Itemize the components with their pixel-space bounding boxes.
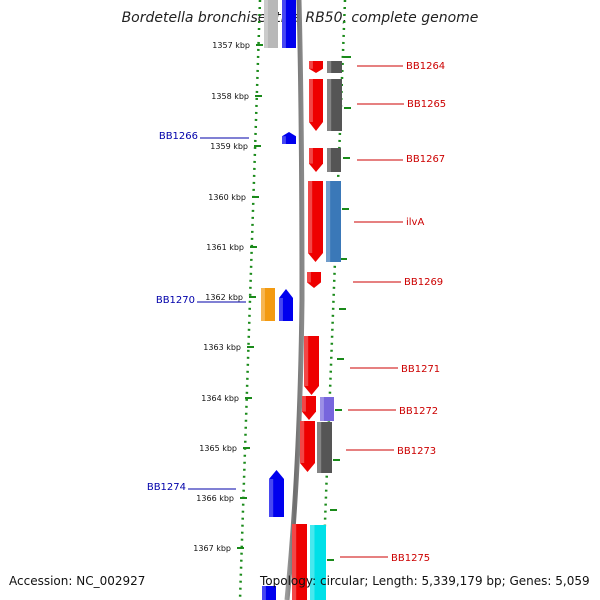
gene-arrow[interactable] xyxy=(326,181,341,262)
gene-arrow[interactable] xyxy=(309,61,323,73)
gene-arrow[interactable] xyxy=(307,272,321,288)
tick-label: 1361 kbp xyxy=(206,243,244,252)
accession-text: Accession: NC_002927 xyxy=(9,574,146,588)
gene-label[interactable]: BB1264 xyxy=(406,61,445,72)
tick-label: 1360 kbp xyxy=(208,193,246,202)
gene-label[interactable]: BB1267 xyxy=(406,154,445,165)
gene-arrow[interactable] xyxy=(282,0,296,48)
gene-arrow[interactable] xyxy=(317,422,332,473)
gene-arrow[interactable] xyxy=(327,61,342,73)
gene-arrow[interactable] xyxy=(327,79,342,131)
gene-label[interactable]: BB1275 xyxy=(391,553,430,564)
gene-arrow[interactable] xyxy=(262,586,276,600)
gene-arrow[interactable] xyxy=(302,396,316,420)
gene-arrow[interactable] xyxy=(308,181,323,262)
gene-arrow[interactable] xyxy=(264,0,278,48)
tick-label: 1364 kbp xyxy=(201,394,239,403)
tick-label: 1358 kbp xyxy=(211,92,249,101)
gene-label[interactable]: BB1271 xyxy=(401,364,440,375)
gene-arrow[interactable] xyxy=(282,132,296,144)
gene-label[interactable]: BB1272 xyxy=(399,406,438,417)
topology-text: Topology: circular; Length: 5,339,179 bp… xyxy=(260,574,590,588)
gene-labels: BB1264 BB1265 BB1267 ilvA BB1269 BB1271 BB1272… xyxy=(147,61,446,564)
tick-label: 1365 kbp xyxy=(199,444,237,453)
gene-label[interactable]: BB1270 xyxy=(156,295,195,306)
chromosome-backbone xyxy=(284,0,305,600)
gene-label[interactable]: BB1265 xyxy=(407,99,446,110)
tick-label: 1367 kbp xyxy=(193,544,231,553)
gene-arrow[interactable] xyxy=(292,524,307,600)
tick-label: 1366 kbp xyxy=(196,494,234,503)
gene-arrow[interactable] xyxy=(300,421,315,472)
tick-label: 1363 kbp xyxy=(203,343,241,352)
gene-label[interactable]: BB1266 xyxy=(159,131,198,142)
gene-arrow[interactable] xyxy=(320,397,334,421)
gene-label[interactable]: ilvA xyxy=(406,217,424,228)
left-guide-line xyxy=(238,0,262,600)
gene-label[interactable]: BB1273 xyxy=(397,446,436,457)
gene-arrow[interactable] xyxy=(310,525,326,600)
tick-label: 1362 kbp xyxy=(205,293,243,302)
gene-arrow[interactable] xyxy=(304,336,319,395)
tick-label: 1357 kbp xyxy=(212,41,250,50)
gene-arrow[interactable] xyxy=(309,79,323,131)
tick-label: 1359 kbp xyxy=(210,142,248,151)
gene-arrow[interactable] xyxy=(327,148,341,172)
gene-arrow[interactable] xyxy=(279,289,293,321)
gene-arrow[interactable] xyxy=(269,470,284,517)
gene-arrow[interactable] xyxy=(309,148,323,172)
gene-arrow[interactable] xyxy=(261,288,275,321)
gene-features xyxy=(261,0,342,600)
gene-label[interactable]: BB1274 xyxy=(147,482,186,493)
scale-ticks: 1357 kbp 1358 kbp 1359 kbp 1360 kbp 1361 kbp… xyxy=(193,41,351,561)
gene-label[interactable]: BB1269 xyxy=(404,277,443,288)
